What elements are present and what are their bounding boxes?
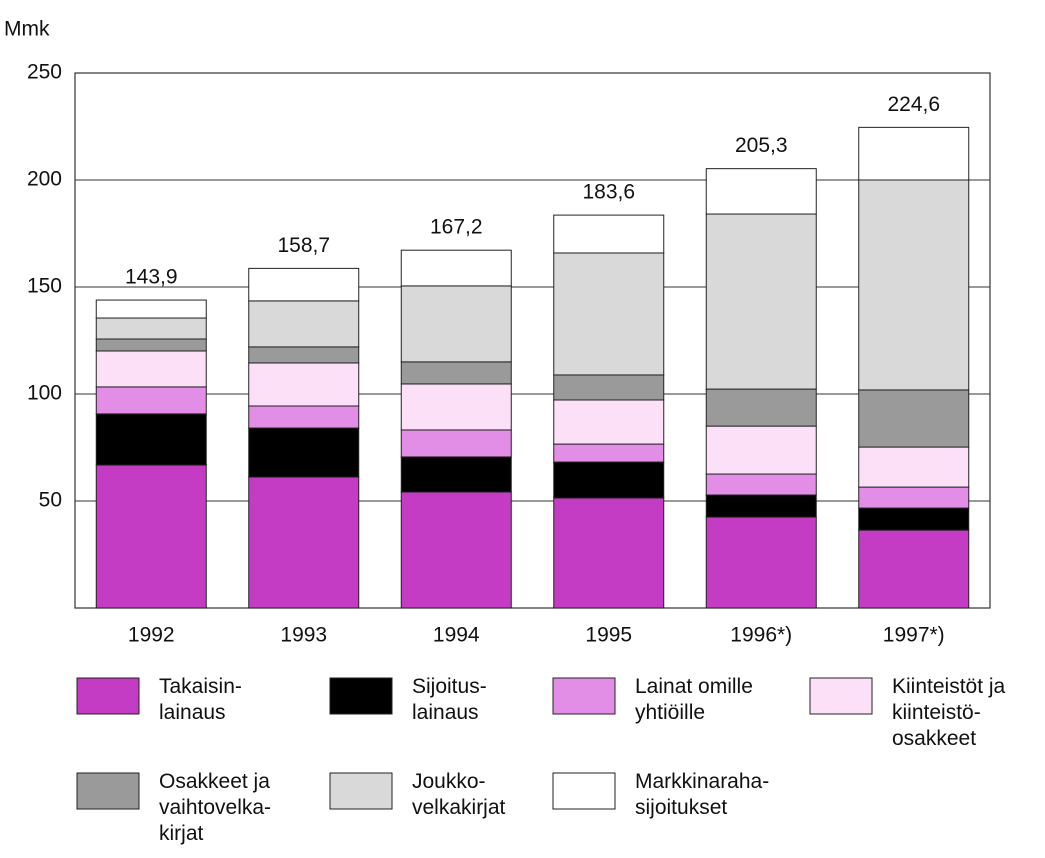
- bar-segment: [248, 476, 360, 609]
- y-tick-label: 150: [27, 275, 62, 298]
- x-tick-label: 1997*): [883, 624, 945, 647]
- total-label: 205,3: [735, 134, 788, 157]
- legend-label: Osakkeet ja vaihtovelka-kirjat: [159, 770, 271, 845]
- bar-segment: [248, 267, 360, 302]
- legend-label: Markkinaraha-sijoitukset: [635, 770, 769, 819]
- bar-segment: [95, 350, 207, 388]
- bar-segment: [553, 214, 665, 254]
- bar-segment: [400, 249, 512, 287]
- bar-segment: [248, 346, 360, 364]
- bar-segment: [95, 464, 207, 609]
- y-tick-label: 200: [27, 168, 62, 191]
- legend-swatch: [329, 772, 393, 810]
- bar-segment: [95, 317, 207, 340]
- plot-frame: [74, 72, 991, 609]
- x-tick-label: 1993: [280, 624, 327, 647]
- bar-segment: [858, 446, 970, 488]
- bar-segment: [858, 529, 970, 609]
- x-tick-label: 1995: [585, 624, 632, 647]
- bar-segment: [705, 425, 817, 475]
- bar-segment: [553, 374, 665, 401]
- legend-label: Joukko-velkakirjat: [412, 770, 506, 819]
- x-tick-label: 1996*): [730, 624, 792, 647]
- bar-segment: [248, 300, 360, 348]
- bar-segment: [400, 491, 512, 609]
- y-tick-label: 50: [39, 489, 62, 512]
- legend-label: Takaisin-lainaus: [159, 675, 242, 724]
- bar-segment: [400, 285, 512, 363]
- y-tick-label: 250: [27, 61, 62, 84]
- bar-segment: [400, 383, 512, 431]
- bar-segment: [400, 361, 512, 385]
- bar-segment: [553, 461, 665, 499]
- y-unit: Mmk: [4, 18, 50, 41]
- legend-label: Kiinteistöt ja kiinteistö-osakkeet: [892, 675, 1006, 750]
- bar-segment: [553, 443, 665, 463]
- bar-segment: [858, 507, 970, 531]
- bar-segment: [95, 299, 207, 319]
- bar-segment: [95, 338, 207, 352]
- bar-segment: [705, 388, 817, 427]
- total-label: 183,6: [582, 181, 635, 204]
- total-label: 224,6: [887, 93, 940, 116]
- bar-segment: [553, 252, 665, 376]
- bar-segment: [705, 494, 817, 518]
- bar-segment: [400, 456, 512, 493]
- legend-label: Sijoitus-lainaus: [412, 675, 487, 724]
- bar-segment: [705, 168, 817, 215]
- bar-segment: [858, 486, 970, 509]
- bar-segment: [705, 473, 817, 496]
- total-label: 143,9: [125, 266, 178, 289]
- bar-segment: [95, 413, 207, 466]
- legend-swatch: [76, 772, 140, 810]
- x-tick-label: 1994: [433, 624, 480, 647]
- bar-segment: [858, 126, 970, 181]
- legend-swatch: [76, 677, 140, 715]
- total-label: 167,2: [430, 216, 483, 239]
- legend-swatch: [329, 677, 393, 715]
- bar-segment: [400, 429, 512, 458]
- bar-segment: [95, 386, 207, 415]
- bar-segment: [705, 516, 817, 609]
- bar-segment: [705, 213, 817, 390]
- legend-swatch: [809, 677, 873, 715]
- bar-segment: [248, 427, 360, 478]
- legend-label: Lainat omille yhtiöille: [635, 675, 753, 724]
- bar-segment: [858, 389, 970, 448]
- y-tick-label: 100: [27, 382, 62, 405]
- bar-segment: [553, 497, 665, 609]
- total-label: 158,7: [277, 234, 330, 257]
- bar-segment: [248, 362, 360, 407]
- bar-segment: [858, 179, 970, 391]
- bar-segment: [553, 399, 665, 445]
- legend-swatch: [552, 772, 616, 810]
- legend-swatch: [552, 677, 616, 715]
- bar-segment: [248, 405, 360, 429]
- x-tick-label: 1992: [128, 624, 175, 647]
